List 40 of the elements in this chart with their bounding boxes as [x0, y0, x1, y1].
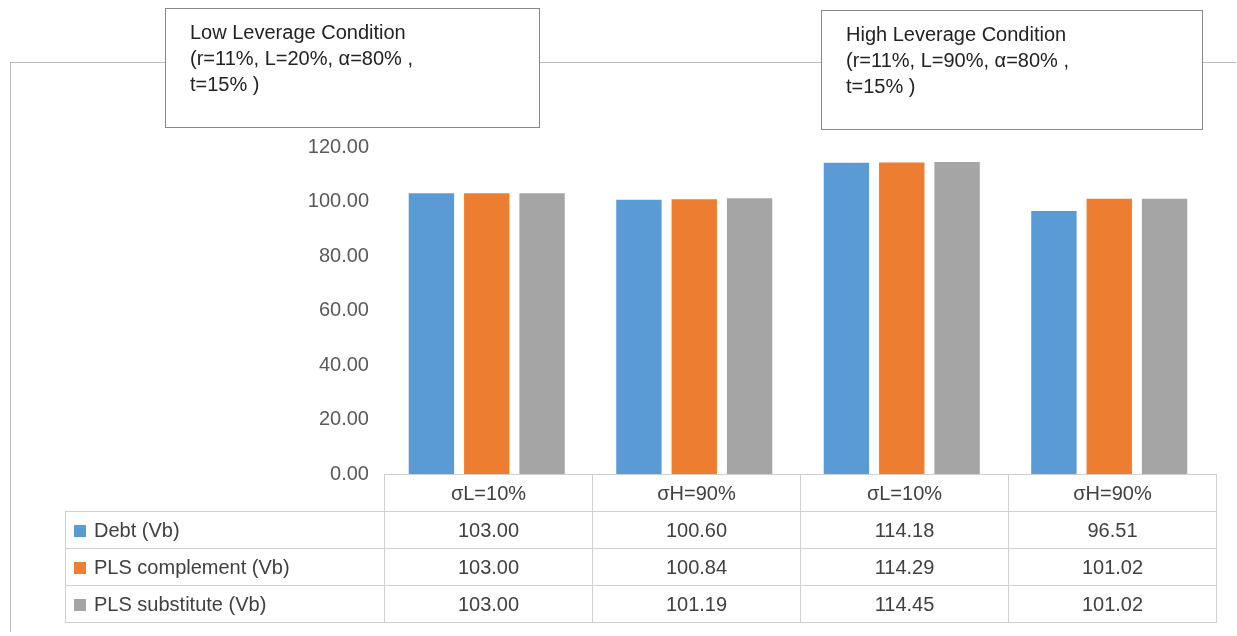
x-tick-label: σL=10% [800, 474, 1009, 512]
data-label: 103.00 [384, 548, 593, 586]
data-label: 103.00 [384, 585, 593, 623]
x-tick-label: σL=10% [384, 474, 593, 512]
bar [1086, 198, 1132, 474]
data-label: 96.51 [1008, 511, 1217, 549]
data-label: 100.60 [592, 511, 801, 549]
data-label: 114.18 [800, 511, 1009, 549]
legend-label: PLS substitute (Vb) [65, 585, 385, 623]
data-label: 114.45 [800, 585, 1009, 623]
x-tick-label: σH=90% [592, 474, 801, 512]
bar [726, 198, 773, 474]
bar [408, 193, 455, 474]
data-label: 103.00 [384, 511, 593, 549]
bar [1031, 211, 1077, 474]
y-tick-label: 60.00 [318, 298, 369, 321]
bar [519, 193, 565, 474]
y-tick-label: 40.00 [318, 352, 369, 375]
bar [616, 199, 662, 474]
bar [1141, 198, 1188, 474]
y-tick-label: 100.00 [307, 189, 369, 212]
data-label: 114.29 [800, 548, 1009, 586]
bar [823, 162, 870, 474]
legend-label: PLS complement (Vb) [65, 548, 385, 586]
text: Low Leverage Condition (r=11%, L=20%, α=80% , t=15% ) [165, 8, 540, 128]
text: High Leverage Condition (r=11%, L=90%, α=80% , t=15% ) [821, 10, 1203, 130]
y-tick-label: 20.00 [318, 407, 369, 430]
x-tick-label: σH=90% [1008, 474, 1217, 512]
data-label: 101.19 [592, 585, 801, 623]
y-tick-label: 80.00 [318, 243, 369, 266]
y-tick-label: 120.00 [307, 134, 369, 157]
y-tick-label: 0.00 [330, 461, 369, 484]
bar [934, 162, 980, 474]
legend-label: Debt (Vb) [65, 511, 385, 549]
data-label: 101.02 [1008, 585, 1217, 623]
bar [879, 162, 925, 474]
bar [464, 193, 510, 474]
bar [671, 199, 717, 474]
data-label: 100.84 [592, 548, 801, 586]
data-label: 101.02 [1008, 548, 1217, 586]
